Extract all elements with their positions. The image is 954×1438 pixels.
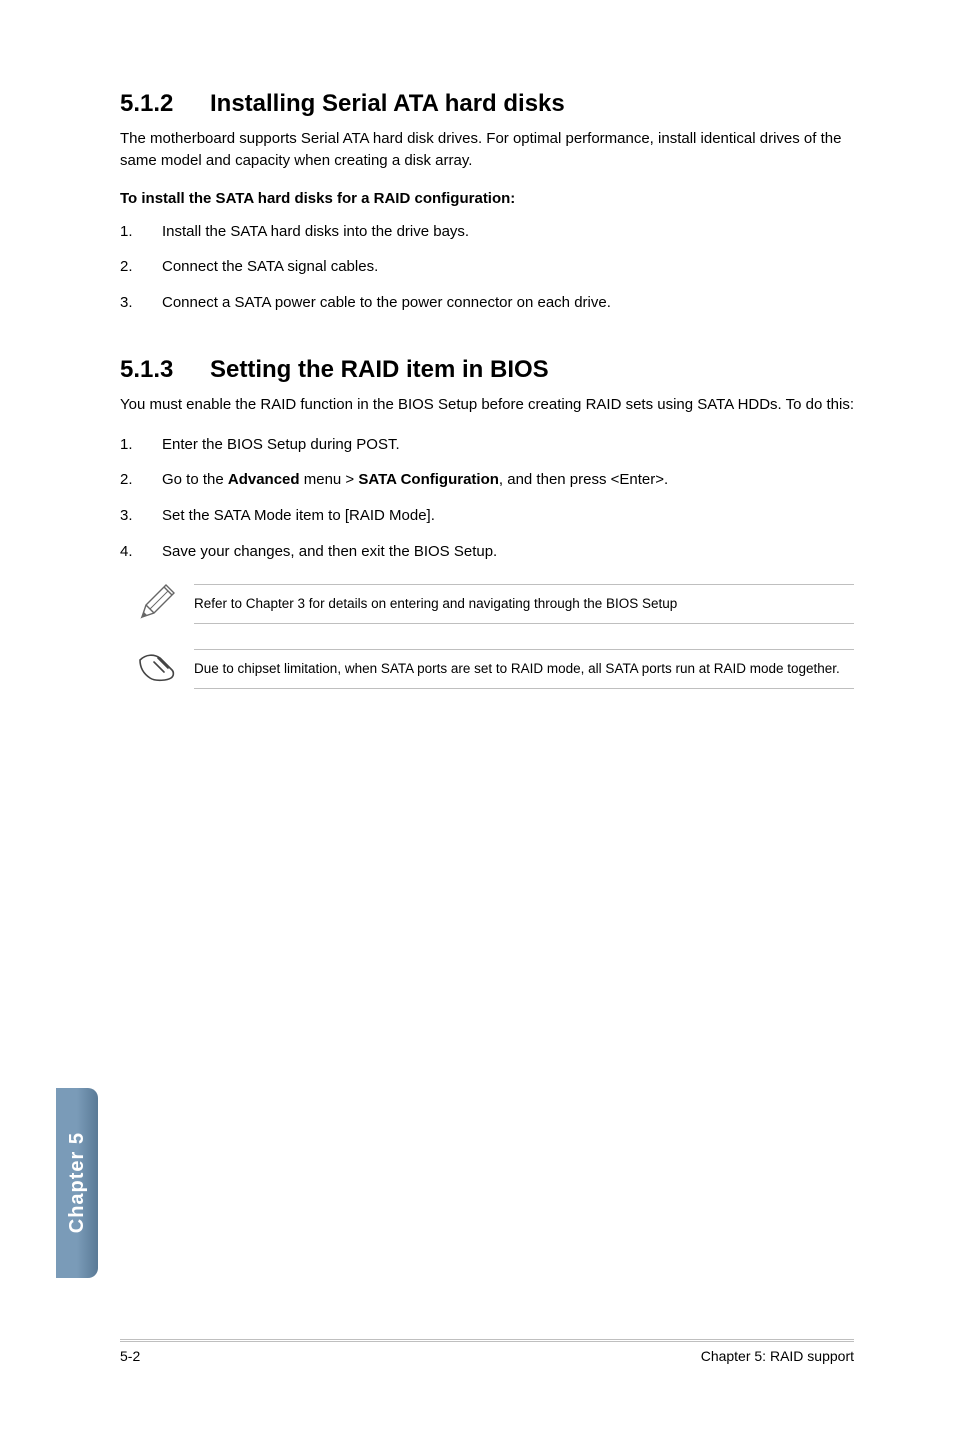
step-number: 2. [120, 256, 162, 278]
section-intro: The motherboard supports Serial ATA hard… [120, 128, 854, 172]
step-item: 4. Save your changes, and then exit the … [120, 541, 854, 563]
section-title: Installing Serial ATA hard disks [210, 90, 565, 118]
step-item: 3. Connect a SATA power cable to the pow… [120, 292, 854, 314]
note-block-hand: Due to chipset limitation, when SATA por… [136, 646, 854, 693]
section-intro: You must enable the RAID function in the… [120, 394, 854, 416]
step-number: 4. [120, 541, 162, 563]
chapter-label: Chapter 5: RAID support [701, 1348, 854, 1364]
step-text: Enter the BIOS Setup during POST. [162, 434, 854, 456]
step-text-part: Go to the [162, 471, 228, 488]
step-text-part: menu > [300, 471, 359, 488]
step-text: Install the SATA hard disks into the dri… [162, 221, 854, 243]
step-number: 2. [120, 469, 162, 491]
step-text-bold: Advanced [228, 471, 300, 488]
note-text: Due to chipset limitation, when SATA por… [194, 649, 854, 690]
step-item: 3. Set the SATA Mode item to [RAID Mode]… [120, 505, 854, 527]
step-number: 3. [120, 505, 162, 527]
step-number: 1. [120, 434, 162, 456]
step-item: 2. Go to the Advanced menu > SATA Config… [120, 469, 854, 491]
page-content: 5.1.2 Installing Serial ATA hard disks T… [0, 0, 954, 693]
chapter-side-tab: Chapter 5 [56, 1088, 98, 1278]
section-number: 5.1.3 [120, 356, 210, 384]
section-heading-513: 5.1.3 Setting the RAID item in BIOS [120, 356, 854, 384]
step-item: 1. Install the SATA hard disks into the … [120, 221, 854, 243]
page-number: 5-2 [120, 1348, 140, 1364]
footer-rule [120, 1339, 854, 1342]
page-footer: 5-2 Chapter 5: RAID support [120, 1339, 854, 1364]
note-text: Refer to Chapter 3 for details on enteri… [194, 584, 854, 625]
step-text: Go to the Advanced menu > SATA Configura… [162, 469, 854, 491]
footer-row: 5-2 Chapter 5: RAID support [120, 1348, 854, 1364]
note-block-pencil: Refer to Chapter 3 for details on enteri… [136, 581, 854, 628]
step-item: 2. Connect the SATA signal cables. [120, 256, 854, 278]
step-number: 3. [120, 292, 162, 314]
step-number: 1. [120, 221, 162, 243]
step-item: 1. Enter the BIOS Setup during POST. [120, 434, 854, 456]
pencil-icon [136, 581, 194, 628]
step-text-bold: SATA Configuration [358, 471, 499, 488]
step-text: Connect a SATA power cable to the power … [162, 292, 854, 314]
step-text: Connect the SATA signal cables. [162, 256, 854, 278]
step-text: Set the SATA Mode item to [RAID Mode]. [162, 505, 854, 527]
hand-pointing-icon [136, 646, 194, 693]
section-number: 5.1.2 [120, 90, 210, 118]
section-heading-512: 5.1.2 Installing Serial ATA hard disks [120, 90, 854, 118]
side-tab-label: Chapter 5 [66, 1132, 89, 1233]
section-title: Setting the RAID item in BIOS [210, 356, 549, 384]
sub-heading: To install the SATA hard disks for a RAI… [120, 190, 854, 207]
step-text-part: , and then press <Enter>. [499, 471, 668, 488]
step-text: Save your changes, and then exit the BIO… [162, 541, 854, 563]
